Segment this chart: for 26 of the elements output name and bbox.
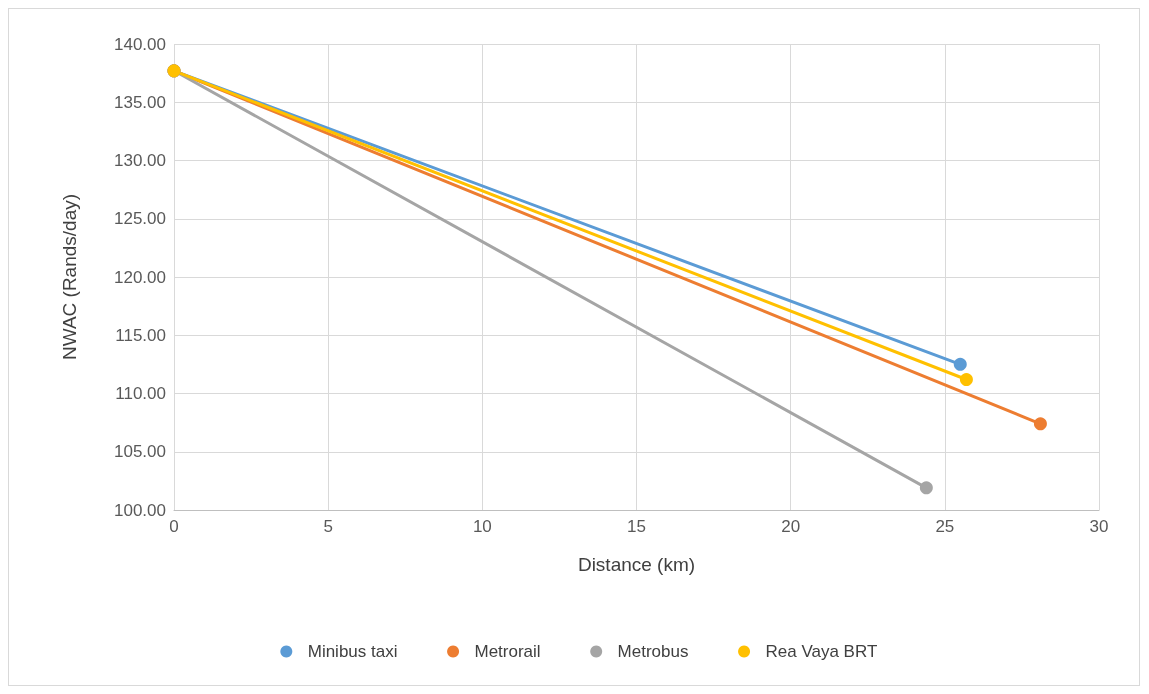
y-tick-label: 130.00: [114, 151, 166, 170]
y-tick-label: 125.00: [114, 209, 166, 229]
point: [959, 373, 973, 387]
x-tick-label: 5: [323, 517, 333, 536]
x-tick-label: 10: [472, 517, 492, 536]
y-tick-label: 140.00: [114, 34, 166, 54]
x-tick-label: 15: [627, 517, 646, 536]
point: [919, 481, 933, 495]
x-tick-label: 20: [781, 517, 801, 536]
x-tick-label: 30: [1089, 517, 1109, 536]
y-tick-label: 105.00: [114, 442, 166, 462]
y-tick-label: 120.00: [114, 267, 166, 287]
y-tick-label: 115.00: [115, 325, 166, 345]
x-tick-label: 25: [935, 517, 955, 536]
y-axis-title: NWAC (Rands/day): [59, 193, 80, 361]
y-tick-label: 110.00: [115, 384, 166, 403]
y-tick-label: 135.00: [114, 92, 166, 112]
point: [953, 357, 967, 371]
legend-label: Rea Vaya BRT: [765, 642, 878, 661]
x-tick-label: 0: [169, 517, 179, 536]
legend-label: Metrobus: [617, 642, 689, 661]
legend-label: Metrorail: [474, 642, 541, 661]
legend-label: Minibus taxi: [307, 642, 398, 661]
point: [1033, 417, 1047, 431]
x-axis-title: Distance (km): [577, 554, 696, 575]
y-tick-label: 100.00: [114, 500, 166, 520]
